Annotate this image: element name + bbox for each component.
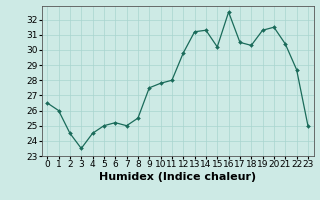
X-axis label: Humidex (Indice chaleur): Humidex (Indice chaleur) xyxy=(99,172,256,182)
